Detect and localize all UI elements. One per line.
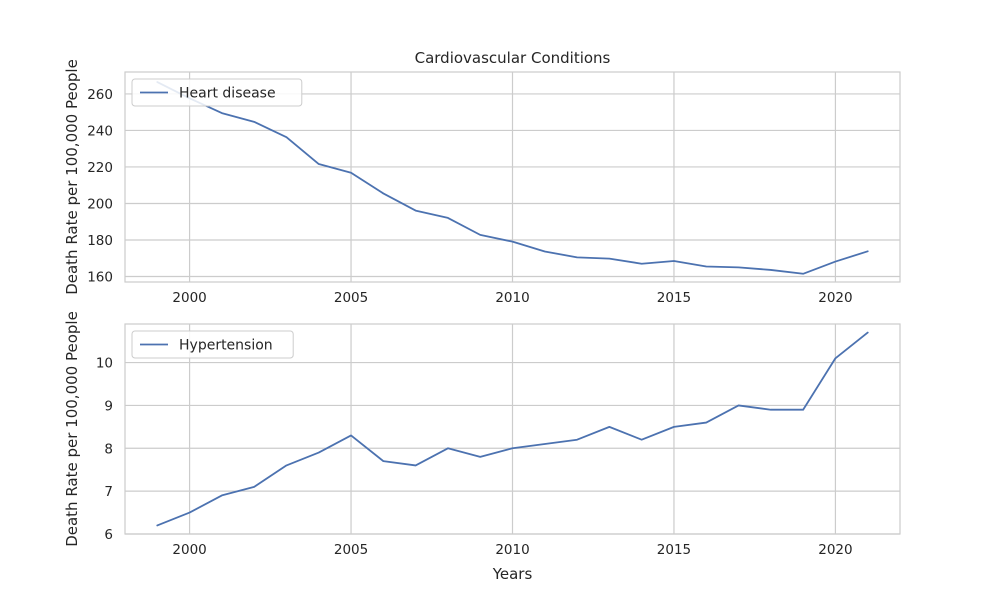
x-tick-label: 2000 (172, 290, 206, 306)
series-line-heart-disease (156, 81, 869, 275)
y-tick-label: 10 (96, 356, 113, 372)
y-tick-label: 220 (87, 160, 113, 176)
legend: Hypertension (131, 330, 294, 359)
legend: Heart disease (131, 78, 303, 107)
legend-entry: Hypertension (179, 338, 273, 354)
y-axis-label: Death Rate per 100,000 People (63, 59, 81, 295)
y-axis-label: Death Rate per 100,000 People (63, 311, 81, 547)
legend-box (131, 78, 303, 107)
x-tick-label: 2015 (657, 542, 691, 558)
y-tick-label: 200 (87, 196, 113, 212)
x-axis-label: Years (492, 565, 533, 583)
y-tick-label: 6 (104, 527, 113, 543)
chart-top: 2000 2005 2010 2015 2020 160 180 200 220 240 260 Ca… (63, 49, 901, 306)
legend-box (131, 330, 294, 359)
x-tick-label: 2005 (334, 290, 368, 306)
x-tick-label: 2020 (818, 542, 852, 558)
x-tick-label: 2010 (495, 290, 529, 306)
legend-entry: Heart disease (179, 86, 276, 102)
y-tick-label: 180 (87, 233, 113, 249)
x-tick-label: 2010 (495, 542, 529, 558)
y-tick-label: 7 (104, 484, 113, 500)
y-tick-label: 260 (87, 87, 113, 103)
x-tick-label: 2005 (334, 542, 368, 558)
series-line-hypertension (156, 331, 869, 527)
x-tick-label: 2000 (172, 542, 206, 558)
y-tick-label: 8 (104, 441, 113, 457)
x-tick-label: 2015 (657, 290, 691, 306)
y-tick-label: 240 (87, 123, 113, 139)
chart-title: Cardiovascular Conditions (415, 49, 611, 67)
chart-bottom: 2000 2005 2010 2015 2020 6 7 8 9 10 Death Rate per… (63, 311, 901, 583)
y-tick-label: 160 (87, 270, 113, 286)
x-tick-label: 2020 (818, 290, 852, 306)
y-tick-label: 9 (104, 398, 113, 414)
